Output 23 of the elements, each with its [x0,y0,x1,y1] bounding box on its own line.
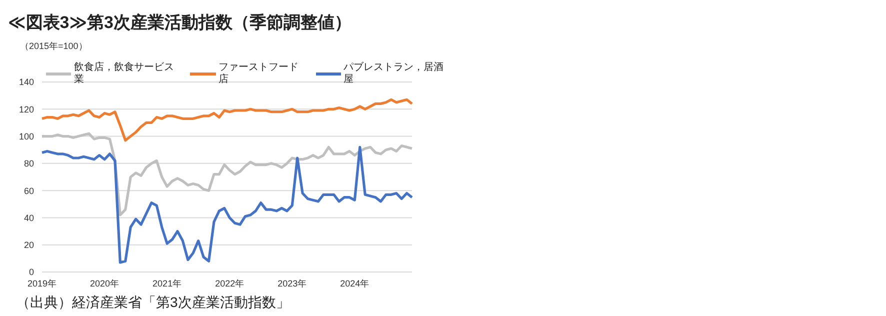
legend-label: ファーストフード店 [218,62,300,86]
x-tick-label: 2021年 [152,278,182,288]
line-series [40,98,414,142]
legend-label: パブレストラン，居酒屋 [342,62,445,86]
text: （出典）経済産業省「第3次産業活動指数」 [16,294,290,312]
line-series [40,132,414,216]
y-tick-label: 120 [18,104,34,114]
text: （2015年=100） [20,40,88,53]
y-tick-label: 60 [24,186,34,196]
legend-label: 飲食店，飲食サービス業 [73,62,176,86]
x-tick-label: 2023年 [278,278,307,288]
y-tick-label: 20 [24,240,34,250]
y-tick-label: 80 [24,158,34,169]
x-tick-label: 2024年 [340,278,370,288]
y-tick-label: 100 [18,131,34,142]
y-tick-label: 40 [24,212,34,223]
y-tick-label: 0 [28,267,34,278]
x-tick-label: 2020年 [90,278,120,288]
line-series [40,146,414,264]
x-tick-label: 2019年 [27,278,57,288]
chart-title: ≪図表3≫第3次産業活動指数（季節調整値） [8,12,353,34]
y-tick-label: 140 [18,77,34,88]
x-tick-label: 2022年 [215,278,244,288]
